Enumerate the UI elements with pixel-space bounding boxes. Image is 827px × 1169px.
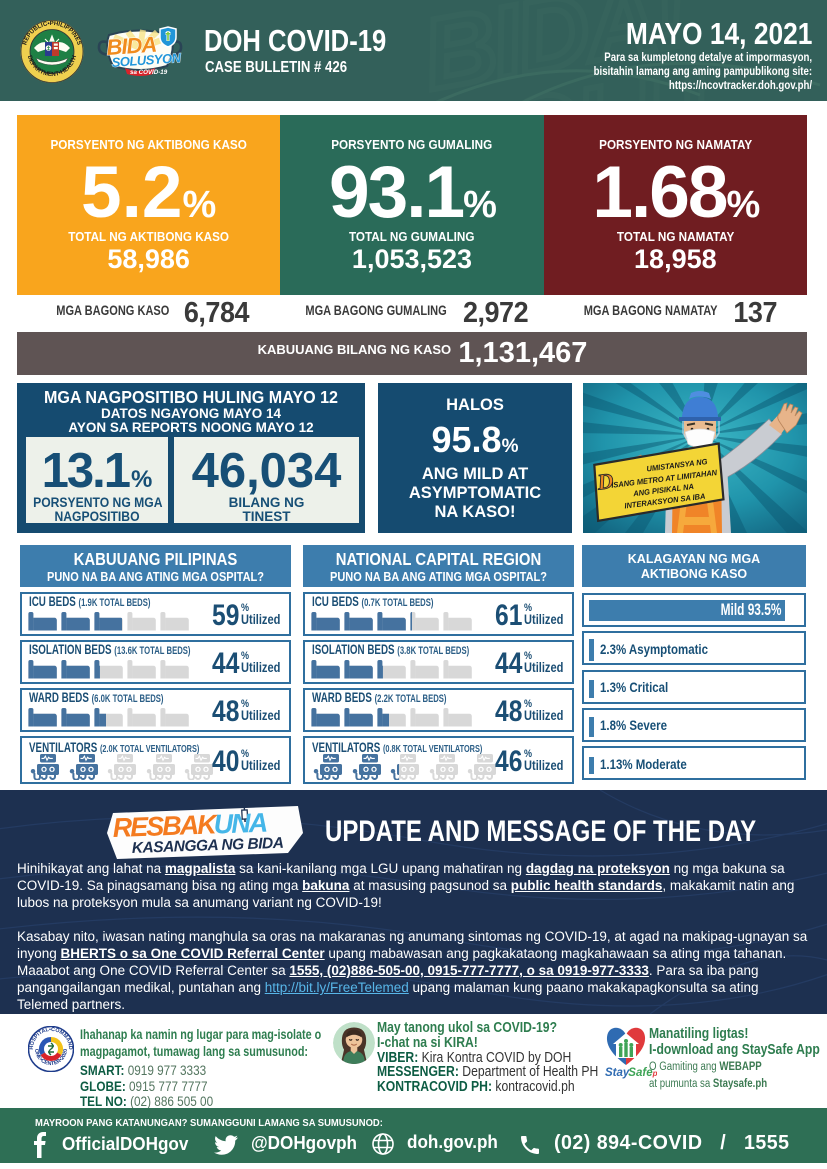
svg-text:sa COVID-19: sa COVID-19 [130, 69, 168, 76]
svg-text:RESBAKUNA: RESBAKUNA [112, 808, 267, 843]
svg-text:SOLUSYON: SOLUSYON [111, 50, 182, 70]
svg-text:BIDA: BIDA [106, 32, 158, 60]
svg-text:D: D [595, 468, 615, 495]
svg-text:KASANGGA NG BIDA: KASANGGA NG BIDA [132, 835, 284, 857]
